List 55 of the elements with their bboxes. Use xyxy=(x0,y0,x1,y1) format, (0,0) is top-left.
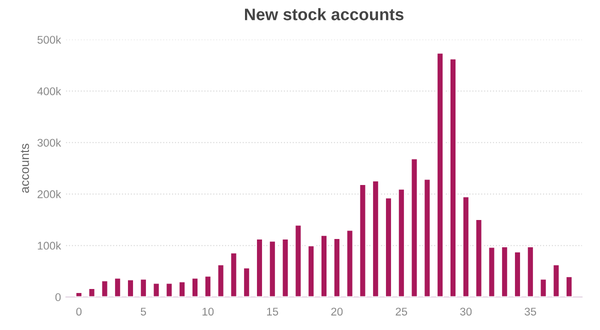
bar xyxy=(307,244,316,297)
bar xyxy=(436,52,444,297)
bar xyxy=(114,277,122,297)
bar xyxy=(139,278,148,297)
y-axis-title: accounts xyxy=(20,144,30,193)
bar xyxy=(332,238,341,297)
bar xyxy=(358,184,367,297)
bar xyxy=(178,280,186,297)
bar xyxy=(514,251,522,297)
bar xyxy=(242,266,251,297)
bar xyxy=(539,278,548,297)
x-tick-label: 5 xyxy=(140,308,146,316)
bar xyxy=(565,276,574,297)
y-tick-label: 200k xyxy=(38,190,62,198)
bar xyxy=(294,224,302,297)
bar xyxy=(500,246,509,297)
bar xyxy=(100,280,109,297)
bar xyxy=(216,264,225,297)
bar xyxy=(346,229,354,297)
chart-title: New stock accounts xyxy=(245,8,404,20)
bar xyxy=(165,282,174,297)
bar xyxy=(552,264,560,297)
bar xyxy=(152,282,160,297)
bar xyxy=(281,238,290,297)
x-tick-label: 15 xyxy=(267,308,278,316)
x-tick-label: 35 xyxy=(524,308,536,316)
bar xyxy=(268,240,276,297)
bar xyxy=(397,188,406,297)
bar xyxy=(526,246,534,297)
x-tick-label: 0 xyxy=(76,308,82,316)
bar xyxy=(474,218,483,297)
bar xyxy=(191,277,199,297)
bar xyxy=(320,234,328,297)
bar xyxy=(372,180,380,297)
y-tick-label: 100k xyxy=(38,241,62,250)
bar xyxy=(384,196,392,297)
y-tick-label: 0 xyxy=(55,293,61,302)
bar xyxy=(410,158,418,297)
x-tick-label: 30 xyxy=(460,308,472,316)
bar xyxy=(204,275,212,297)
bar xyxy=(423,178,432,297)
bar xyxy=(449,58,457,297)
y-tick-label: 300k xyxy=(37,138,62,147)
x-tick-label: 10 xyxy=(202,308,214,316)
bar xyxy=(230,252,238,297)
bar xyxy=(488,246,496,297)
bar xyxy=(256,238,264,297)
bar xyxy=(462,196,470,297)
bar xyxy=(126,278,134,297)
y-tick-label: 500k xyxy=(37,36,62,44)
bar xyxy=(88,288,96,297)
bar xyxy=(74,292,83,297)
x-tick-label: 25 xyxy=(396,308,408,316)
x-tick-label: 20 xyxy=(331,308,343,316)
y-tick-label: 400k xyxy=(37,87,62,96)
